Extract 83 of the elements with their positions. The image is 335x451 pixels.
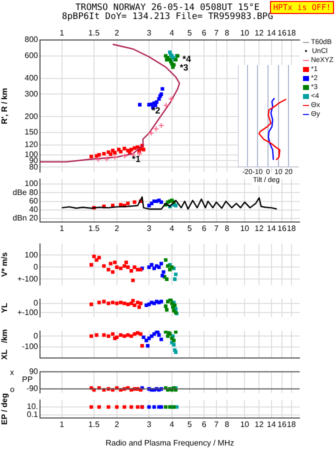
x-tick-label: 6 xyxy=(202,224,207,234)
x-tick-label: 4 xyxy=(170,420,175,430)
y-axis-title: V* m/s xyxy=(0,252,10,277)
y-axis-title: EP / deg xyxy=(0,393,10,425)
annotation: *2 xyxy=(152,105,160,116)
x-tick-label: 12 xyxy=(254,224,264,234)
x-tick-label: 8 xyxy=(224,28,230,38)
x-tick-label: 6 xyxy=(202,420,207,430)
x-tick-label: 1 xyxy=(60,28,65,38)
y-axis-title: YL xyxy=(0,302,10,314)
x-tick-label: 8 xyxy=(224,224,230,234)
x-tick-label: 14 xyxy=(266,420,276,430)
x-tick-label: 2 xyxy=(114,28,120,38)
x-tick-label: 3 xyxy=(146,224,152,234)
text: HPTx is OFF! xyxy=(273,3,331,12)
x-tick-label: 2 xyxy=(114,420,120,430)
x-tick-label: 7 xyxy=(214,28,220,38)
x-tick-label: 1 xyxy=(60,224,65,234)
y-tick-label: 90 xyxy=(29,367,39,376)
y-tick-label: 0 xyxy=(34,331,39,340)
y-tick-label: +-100 xyxy=(17,274,39,284)
y-tick-label: 400 xyxy=(24,73,39,82)
x-tick-label: 7 xyxy=(214,420,220,430)
y-tick-label: 150 xyxy=(24,128,39,137)
x-tick-label: 3 xyxy=(146,28,152,38)
text: x xyxy=(10,368,14,377)
x-tick-label: 1.5 xyxy=(88,224,100,234)
x-tick-label: 14 xyxy=(266,28,276,38)
annotation: *3 xyxy=(180,62,188,73)
y-tick-label: 100 xyxy=(24,250,39,260)
y-tick-label: 10. xyxy=(26,402,38,412)
y-tick-label: 90 xyxy=(29,156,39,165)
x-tick-label: 10 xyxy=(240,224,250,234)
chart-title: TROMSO NORWAY 26-05-14 0508UT 15°E xyxy=(75,3,260,13)
x-tick-label: 10 xyxy=(240,420,250,430)
x-tick-label: 10 xyxy=(240,28,250,38)
y-axis-title: R', R / km xyxy=(0,88,10,124)
x-tick-label: 5 xyxy=(187,224,192,234)
y-tick-label: 0.1 xyxy=(26,410,39,420)
y-tick-label: 120 xyxy=(24,140,39,149)
y-tick-label: 200 xyxy=(24,112,39,121)
x-tick-label: 1.5 xyxy=(88,420,100,430)
x-tick-label: 1.5 xyxy=(88,28,100,38)
text: PP xyxy=(22,375,33,384)
x-tick-label: 8 xyxy=(224,420,230,430)
y-axis-title: XL /km xyxy=(0,329,10,360)
x-tick-label: 18 xyxy=(286,224,296,234)
y-tick-label: 80 xyxy=(29,162,39,172)
y-tick-label: dBn 20 xyxy=(12,214,39,223)
y-tick-label: +-100 xyxy=(17,308,39,317)
x-tick-label: 7 xyxy=(214,224,220,234)
text: o xyxy=(10,384,14,394)
y-tick-label: 600 xyxy=(24,51,39,60)
y-tick-label: 0 xyxy=(34,262,39,272)
y-tick-label: dBe 80 xyxy=(12,188,39,197)
x-axis-title: Radio and Plasma Frequency / MHz xyxy=(106,438,234,448)
x-tick-label: 4 xyxy=(170,28,175,38)
x-tick-label: 5 xyxy=(187,420,192,430)
annotation: *1 xyxy=(132,154,140,164)
annotation: *4 xyxy=(182,54,192,64)
y-tick-label: 300 xyxy=(24,89,39,98)
x-tick-label: 16 xyxy=(278,28,287,38)
y-tick-label: 0 xyxy=(34,298,39,308)
x-tick-label: 3 xyxy=(146,420,152,430)
x-tick-label: 16 xyxy=(278,420,287,430)
x-tick-label: 2 xyxy=(114,224,120,234)
y-tick-label: 800 xyxy=(24,35,39,44)
y-tick-label: 40 xyxy=(29,205,39,214)
x-tick-label: 1 xyxy=(60,420,65,430)
chart-subtitle: 8pBP6It DoY= 134.213 File= TR959983.BPG xyxy=(60,12,274,22)
x-tick-label: 18 xyxy=(286,420,296,430)
y-tick-label: 100 xyxy=(24,179,39,188)
y-tick-label: -90 xyxy=(26,384,39,394)
x-tick-label: 16 xyxy=(278,224,287,234)
y-tick-label: 60 xyxy=(29,196,39,206)
x-tick-label: 14 xyxy=(266,224,276,234)
x-tick-label: 6 xyxy=(202,28,207,38)
x-tick-label: 5 xyxy=(187,28,192,38)
x-tick-label: 12 xyxy=(254,28,264,38)
x-tick-label: 18 xyxy=(286,28,296,38)
x-tick-label: 12 xyxy=(254,420,264,430)
y-tick-label: -100 xyxy=(22,342,39,352)
x-tick-label: 4 xyxy=(170,224,175,234)
